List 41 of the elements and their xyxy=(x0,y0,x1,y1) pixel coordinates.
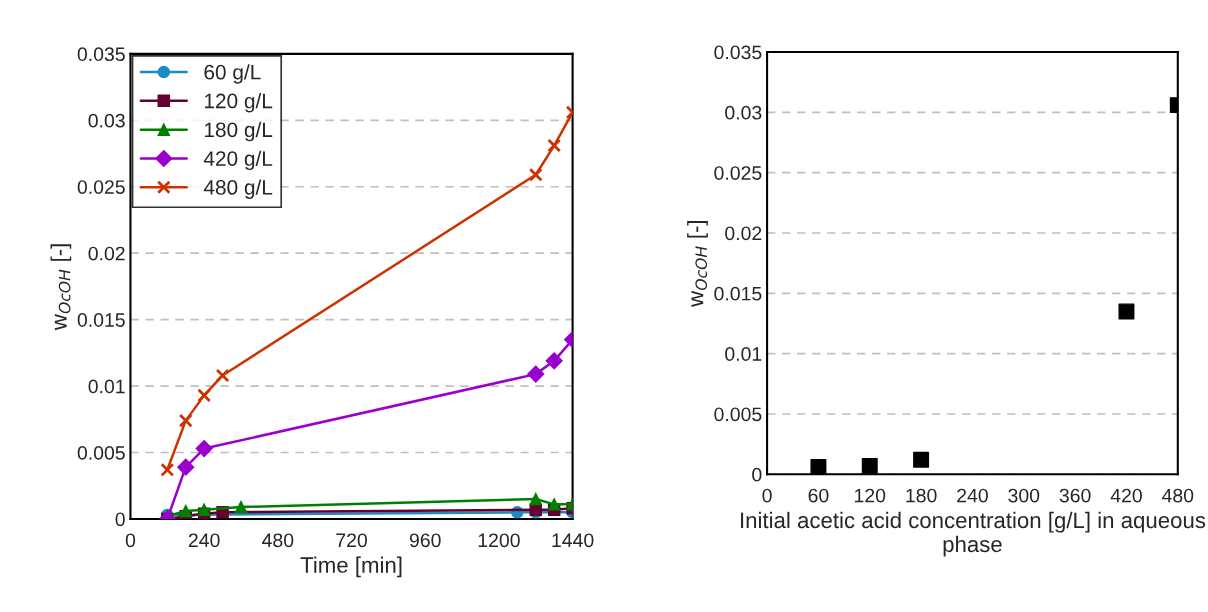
y-tick-label: 0 xyxy=(752,467,762,482)
y-tick-label: 0.03 xyxy=(88,113,125,128)
y-axis-title: w$_{OcOH}$ [-] xyxy=(50,244,72,331)
y-tick-label: 0.03 xyxy=(725,105,762,120)
y-tick-label: 0.025 xyxy=(714,166,762,180)
y-tick-label: 0.005 xyxy=(714,407,762,422)
x-tick-label: 0 xyxy=(125,533,136,548)
x-tick-label: 1440 xyxy=(552,533,594,548)
legend-label: 480 g/L xyxy=(203,179,273,199)
y-tick-label: 0.035 xyxy=(714,45,762,60)
y-tick-label: 0.015 xyxy=(77,313,125,327)
legend-label: 60 g/L xyxy=(204,64,261,84)
x-tick-label: 60 xyxy=(808,488,829,503)
x-tick-label: 0 xyxy=(762,488,772,503)
x-tick-label: 360 xyxy=(1059,488,1091,503)
y-tick-label: 0.025 xyxy=(77,180,125,194)
x-tick-label: 480 xyxy=(262,533,294,548)
y-axis-title: w$_{OcOH}$ [-] xyxy=(687,220,708,307)
x-tick-label: 240 xyxy=(188,533,220,548)
x-tick-label: 180 xyxy=(906,488,937,503)
x-tick-label: 120 xyxy=(855,488,886,503)
x-axis-title: Initial acetic acid concentration [g/L] in aqueous phase xyxy=(741,511,1206,557)
x-tick-label: 300 xyxy=(1008,488,1040,503)
y-tick-label: 0.02 xyxy=(88,246,125,261)
legend-label: 180 g/L xyxy=(204,121,273,142)
x-axis-title: Time [min] xyxy=(300,556,402,578)
y-tick-label: 0.005 xyxy=(77,446,125,460)
y-tick-label: 0.02 xyxy=(725,226,762,241)
legend-label: 420 g/L xyxy=(203,150,273,171)
x-tick-label: 420 xyxy=(1110,488,1142,503)
y-tick-label: 0.015 xyxy=(714,286,762,301)
y-tick-label: 0.035 xyxy=(77,47,125,62)
x-tick-label: 480 xyxy=(1162,488,1194,503)
x-tick-label: 1200 xyxy=(478,533,520,548)
x-tick-label: 240 xyxy=(957,488,988,503)
y-tick-label: 0 xyxy=(115,512,125,527)
y-tick-label: 0.01 xyxy=(88,379,125,394)
x-tick-label: 960 xyxy=(409,533,441,548)
x-tick-label: 720 xyxy=(336,533,367,548)
y-tick-label: 0.01 xyxy=(725,347,762,361)
legend-label: 120 g/L xyxy=(204,93,273,113)
